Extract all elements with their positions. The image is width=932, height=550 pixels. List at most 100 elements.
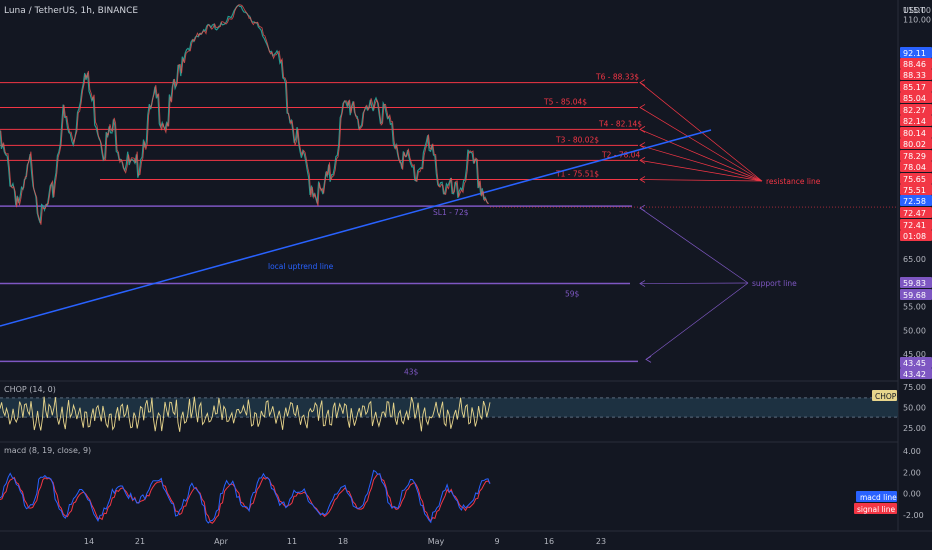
signal-legend-text: signal line (857, 505, 895, 514)
macd-tick-label: 2.00 (903, 468, 921, 477)
resistance-label: T3 - 80.02$ (555, 135, 599, 144)
price-series-wicks (0, 4, 489, 225)
chop-tick-label: 25.00 (903, 424, 926, 433)
price-label-box (900, 230, 932, 241)
price-label-box (900, 173, 932, 184)
resistance-arrow (639, 82, 763, 182)
time-tick-label: May (428, 537, 445, 546)
resistance-label: T6 - 88.33$ (595, 73, 639, 82)
price-tick-label: 45.00 (903, 350, 926, 359)
price-label-box (900, 207, 932, 218)
price-label-box (900, 184, 932, 195)
price-label-box (900, 58, 932, 69)
price-label-text: 59.83 (903, 279, 926, 288)
chop-tag-text: CHOP (875, 392, 897, 401)
price-label-box (900, 357, 932, 368)
time-tick-label: 16 (544, 537, 554, 546)
time-tick-label: 11 (287, 537, 297, 546)
arrow-head (639, 79, 646, 86)
price-label-text: 85.04 (903, 94, 926, 103)
resistance-arrow (639, 129, 763, 182)
trendline-label: local uptrend line (268, 262, 334, 271)
resistance-label: T5 - 85.04$ (543, 97, 587, 106)
time-tick-label: Apr (214, 537, 229, 546)
support-label: 59$ (565, 290, 580, 299)
stop-loss-label: SL1 - 72$ (433, 208, 469, 217)
price-label-text: 82.27 (903, 106, 926, 115)
price-label-text: 75.65 (903, 175, 926, 184)
price-label-box (900, 150, 932, 161)
chop-tick-label: 50.00 (903, 404, 926, 413)
price-label-box (900, 195, 932, 206)
price-label-text: 72.41 (903, 221, 926, 230)
price-tick-label: 65.00 (903, 255, 926, 264)
chop-series (0, 396, 491, 432)
price-label-text: 72.47 (903, 209, 926, 218)
time-tick-label: 9 (494, 537, 499, 546)
support-annotation: support line (752, 279, 797, 288)
arrow-head (639, 104, 646, 111)
time-tick-label: 23 (596, 537, 606, 546)
price-series (0, 4, 489, 224)
currency-label: USDT (903, 6, 925, 15)
arrow-head (639, 204, 646, 212)
resistance-arrow (639, 160, 763, 182)
price-label-box (900, 69, 932, 80)
price-label-text: 85.17 (903, 83, 926, 92)
price-tick-label: 110.00 (903, 16, 931, 25)
price-label-box (900, 289, 932, 300)
price-label-text: 92.11 (903, 49, 926, 58)
chop-tag-box (872, 390, 897, 401)
price-tick-label: 55.00 (903, 303, 926, 312)
support-arrow (645, 282, 749, 360)
macd-series (0, 469, 491, 524)
support-label: 43$ (404, 367, 419, 376)
price-label-text: 82.14 (903, 117, 926, 126)
chop-pane-title: CHOP (14, 0) (4, 385, 56, 394)
resistance-annotation: resistance line (766, 177, 821, 186)
resistance-label: T1 - 75.51$ (555, 170, 599, 179)
price-label-box (900, 368, 932, 379)
macd-tick-label: -2.00 (903, 511, 924, 520)
price-label-text: 80.14 (903, 129, 926, 138)
arrow-head (639, 126, 646, 133)
resistance-arrow (639, 107, 763, 182)
signal-legend-box (854, 503, 897, 514)
macd-tick-label: 0.00 (903, 490, 921, 499)
price-label-text: 43.42 (903, 370, 926, 379)
price-label-text: 78.04 (903, 163, 926, 172)
time-tick-label: 14 (84, 537, 94, 546)
price-label-box (900, 81, 932, 92)
time-tick-label: 21 (135, 537, 145, 546)
price-label-box (900, 277, 932, 288)
arrow-head (639, 157, 646, 164)
signal-series (0, 473, 491, 524)
price-label-text: 01:08 (903, 232, 926, 241)
price-label-text: 88.46 (903, 60, 926, 69)
price-label-box (900, 115, 932, 126)
resistance-label: T4 - 82.14$ (598, 119, 642, 128)
arrow-head (639, 176, 646, 183)
resistance-arrow (639, 179, 763, 182)
arrow-head (639, 142, 646, 149)
price-label-text: 80.02 (903, 140, 926, 149)
chop-band (0, 397, 898, 418)
price-label-box (900, 47, 932, 58)
price-label-box (900, 161, 932, 172)
symbol-title: Luna / TetherUS, 1h, BINANCE (4, 6, 139, 16)
time-tick-label: 18 (338, 537, 348, 546)
support-arrow (639, 207, 749, 284)
chop-tick-label: 75.00 (903, 383, 926, 392)
price-label-box (900, 138, 932, 149)
price-label-text: 72.58 (903, 197, 926, 206)
arrow-head (639, 280, 646, 287)
price-label-text: 78.29 (903, 152, 926, 161)
price-label-box (900, 219, 932, 230)
macd-legend-box (856, 491, 897, 502)
price-label-box (900, 92, 932, 103)
uptrend-line (0, 129, 712, 327)
price-label-box (900, 127, 932, 138)
price-tick-label: 115.00 (903, 6, 931, 15)
price-label-box (900, 104, 932, 115)
